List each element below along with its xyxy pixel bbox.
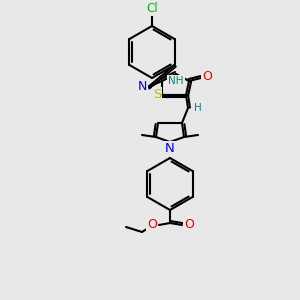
Text: O: O [184, 218, 194, 232]
Text: N: N [137, 80, 147, 92]
Text: O: O [147, 218, 157, 232]
Text: Cl: Cl [146, 2, 158, 16]
Text: H: H [194, 103, 202, 113]
Text: NH: NH [168, 76, 184, 86]
Text: S: S [153, 88, 161, 101]
Text: N: N [165, 142, 175, 155]
Text: O: O [202, 70, 212, 83]
